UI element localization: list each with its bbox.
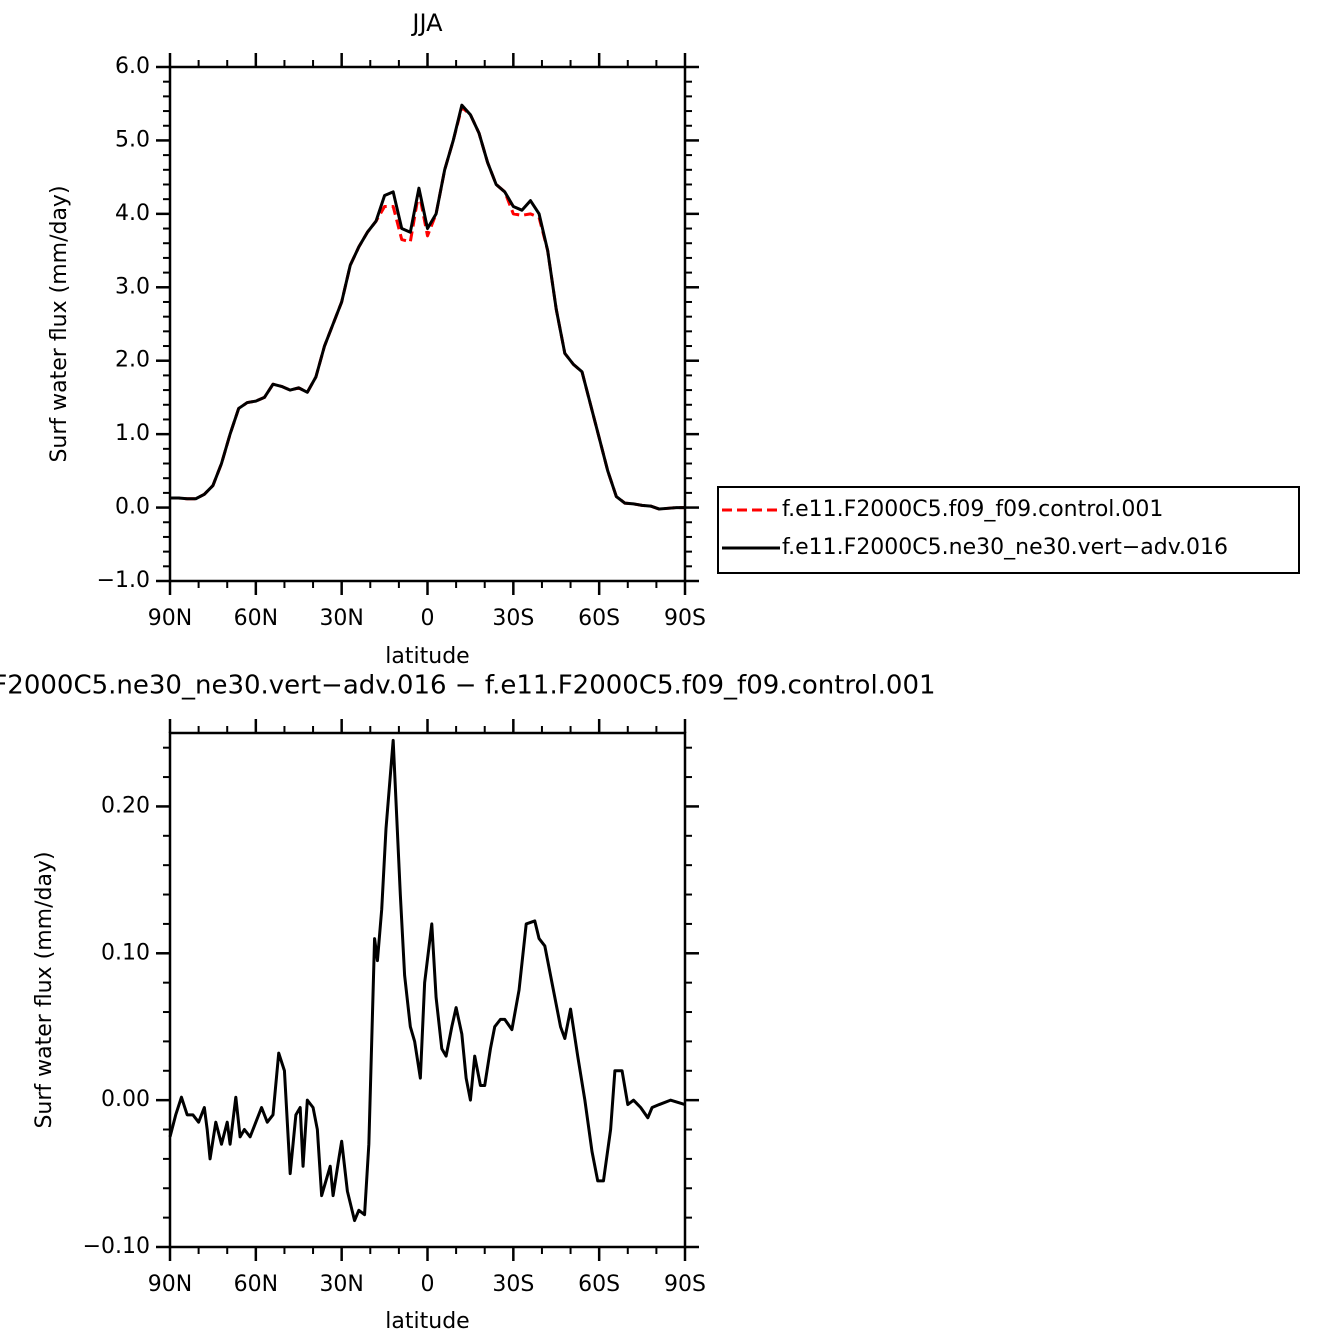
x-tick-label: 30S: [492, 606, 534, 631]
x-tick-label: 90S: [664, 606, 706, 631]
y-tick-label: 0.00: [101, 1087, 150, 1112]
x-tick-label: 30N: [319, 606, 363, 631]
x-tick-label: 60S: [578, 606, 620, 631]
series-line: [168, 738, 686, 1223]
x-axis-label: latitude: [385, 1309, 469, 1334]
y-axis-label: Surf water flux (mm/day): [47, 185, 72, 462]
x-axis-label: latitude: [385, 644, 469, 669]
y-tick-label: 0.10: [101, 940, 150, 965]
x-tick-label: 30N: [319, 1272, 363, 1297]
y-tick-label: 4.0: [115, 201, 150, 226]
legend: f.e11.F2000C5.f09_f09.control.001 f.e11.F…: [717, 486, 1300, 574]
y-tick-label: 3.0: [115, 274, 150, 299]
plot-frame: [168, 65, 687, 583]
legend-label: f.e11.F2000C5.f09_f09.control.001: [782, 497, 1163, 522]
x-tick-label: 0: [421, 1272, 435, 1297]
legend-box: [717, 486, 1300, 574]
y-tick-label: 2.0: [115, 348, 150, 373]
x-tick-label: 90S: [664, 1272, 706, 1297]
x-tick-label: 90N: [148, 1272, 192, 1297]
series-line: [170, 103, 685, 511]
y-tick-label: 6.0: [115, 54, 150, 79]
y-axis-label: Surf water flux (mm/day): [32, 851, 57, 1128]
y-tick-label: 0.20: [101, 793, 150, 818]
x-tick-label: 60N: [234, 1272, 278, 1297]
series-line: [170, 105, 685, 511]
x-tick-label: 60N: [234, 606, 278, 631]
y-tick-label: 5.0: [115, 127, 150, 152]
y-tick-label: 1.0: [115, 421, 150, 446]
y-tick-label: 0.0: [115, 495, 150, 520]
chart-title: f.e11.F2000C5.ne30_ne30.vert−adv.016 − f…: [0, 671, 936, 701]
x-tick-label: 30S: [492, 1272, 534, 1297]
y-tick-label: −0.10: [83, 1234, 150, 1259]
x-tick-label: 60S: [578, 1272, 620, 1297]
plot-frame: [168, 731, 687, 1249]
x-tick-label: 90N: [148, 606, 192, 631]
x-tick-label: 0: [421, 606, 435, 631]
legend-label: f.e11.F2000C5.ne30_ne30.vert−adv.016: [782, 535, 1228, 560]
chart-title: JJA: [410, 9, 443, 37]
y-tick-label: −1.0: [97, 568, 150, 593]
